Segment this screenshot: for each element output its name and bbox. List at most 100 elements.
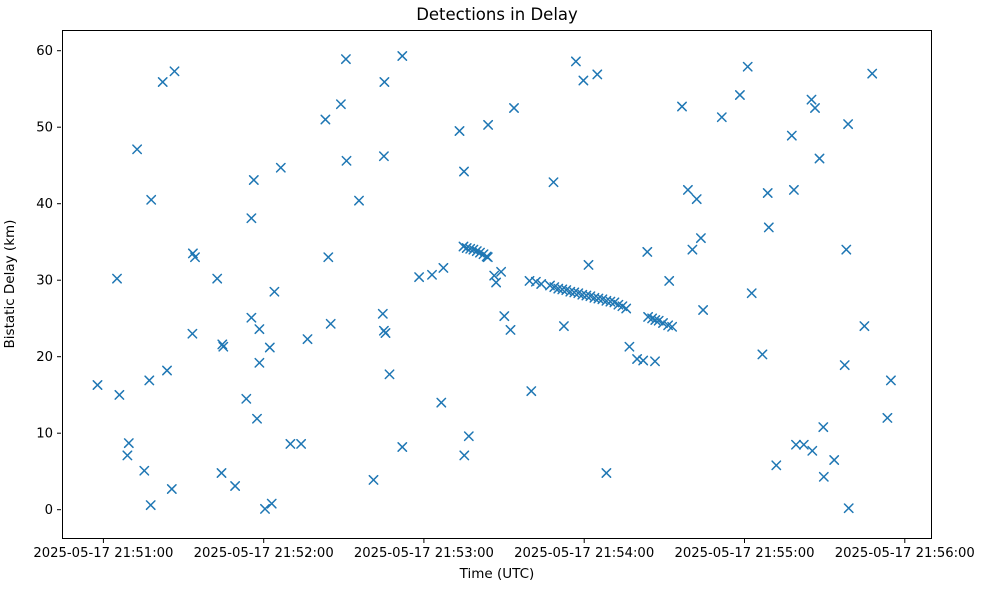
data-point-marker <box>791 439 801 450</box>
data-point-marker <box>734 90 745 100</box>
data-point-marker <box>379 77 390 87</box>
data-point-marker <box>771 460 782 471</box>
data-point-marker <box>818 471 829 482</box>
data-point-marker <box>483 119 494 130</box>
data-point-marker <box>275 162 286 173</box>
data-point-marker <box>691 194 702 205</box>
data-point-marker <box>92 380 103 390</box>
data-point-marker <box>112 273 122 284</box>
data-point-marker <box>217 339 228 350</box>
data-point-marker <box>882 412 893 423</box>
data-point-marker <box>698 305 709 315</box>
data-point-marker <box>505 324 516 335</box>
data-point-marker <box>885 375 896 386</box>
data-point-marker <box>814 153 825 164</box>
data-point-marker <box>377 308 388 319</box>
y-tick-label: 50 <box>36 121 53 136</box>
data-point-marker <box>166 484 177 494</box>
data-point-marker <box>621 303 632 314</box>
data-point-marker <box>340 54 351 65</box>
data-point-marker <box>716 112 727 123</box>
data-point-marker <box>285 438 296 449</box>
data-point-marker <box>368 474 379 485</box>
data-point-marker <box>677 101 687 112</box>
data-point-marker <box>187 328 198 339</box>
data-point-marker <box>325 318 336 329</box>
data-point-marker <box>570 56 581 67</box>
data-point-marker <box>269 286 280 297</box>
data-point-marker <box>144 375 155 386</box>
data-point-marker <box>397 51 408 61</box>
data-point-marker <box>248 175 259 185</box>
data-point-marker <box>624 341 635 352</box>
y-axis-label: Bistatic Delay (km) <box>2 219 18 349</box>
data-point-marker <box>687 244 698 255</box>
data-point-marker <box>354 195 364 206</box>
data-point-marker <box>667 321 678 332</box>
data-point-marker <box>459 166 469 177</box>
data-point-marker <box>757 349 768 360</box>
plot-border <box>62 30 932 539</box>
data-point-marker <box>296 438 307 449</box>
data-point-marker <box>798 439 809 450</box>
data-point-marker <box>169 66 180 77</box>
data-point-marker <box>454 126 465 136</box>
data-point-marker <box>746 288 757 299</box>
data-point-marker <box>252 413 262 424</box>
data-point-marker <box>650 356 660 367</box>
data-point-marker <box>162 365 172 376</box>
data-point-marker <box>762 188 773 198</box>
data-point-marker <box>146 194 157 205</box>
data-point-marker <box>414 272 425 283</box>
data-point-marker <box>491 277 502 288</box>
data-point-marker <box>632 354 643 364</box>
data-point-marker <box>806 94 817 105</box>
data-point-marker <box>664 275 675 286</box>
x-tick-label: 2025-05-17 21:55:00 <box>674 546 814 561</box>
data-point-marker <box>145 500 156 511</box>
data-point-marker <box>763 222 774 233</box>
x-tick-label: 2025-05-17 21:56:00 <box>835 546 975 561</box>
data-point-marker <box>463 431 474 442</box>
data-point-marker <box>558 321 569 332</box>
data-point-marker <box>788 184 799 195</box>
data-point-marker <box>427 269 437 280</box>
data-point-marker <box>246 312 257 323</box>
data-point-marker <box>530 276 541 287</box>
data-point-marker <box>496 266 507 277</box>
data-point-marker <box>818 422 829 433</box>
data-point-marker <box>583 259 594 270</box>
data-point-marker <box>341 155 352 166</box>
data-point-marker <box>190 252 200 263</box>
data-point-marker <box>246 213 257 224</box>
x-tick-label: 2025-05-17 21:52:00 <box>194 546 334 561</box>
data-point-marker <box>438 262 449 273</box>
data-point-marker <box>843 119 854 130</box>
data-point-marker <box>436 397 447 408</box>
data-point-marker <box>548 177 559 188</box>
data-point-marker <box>786 130 797 141</box>
data-point-marker <box>302 334 313 345</box>
data-point-marker <box>592 69 603 80</box>
data-point-marker <box>114 389 125 400</box>
data-point-marker <box>638 355 649 366</box>
data-point-marker <box>218 341 229 352</box>
data-point-marker <box>254 357 265 368</box>
y-tick-label: 30 <box>36 274 53 289</box>
data-point-marker <box>650 315 661 325</box>
y-tick-label: 0 <box>45 503 53 518</box>
data-point-marker <box>807 445 818 456</box>
data-point-marker <box>264 342 275 353</box>
y-tick-label: 20 <box>36 350 53 365</box>
data-point-marker <box>695 233 706 244</box>
data-point-marker <box>642 246 653 257</box>
data-point-marker <box>841 244 852 255</box>
data-point-marker <box>216 468 227 478</box>
data-point-marker <box>843 503 854 514</box>
x-tick-label: 2025-05-17 21:53:00 <box>354 546 494 561</box>
data-point-marker <box>829 455 840 465</box>
y-tick-label: 10 <box>36 427 53 442</box>
x-tick-label: 2025-05-17 21:54:00 <box>514 546 654 561</box>
data-point-marker <box>682 184 693 195</box>
